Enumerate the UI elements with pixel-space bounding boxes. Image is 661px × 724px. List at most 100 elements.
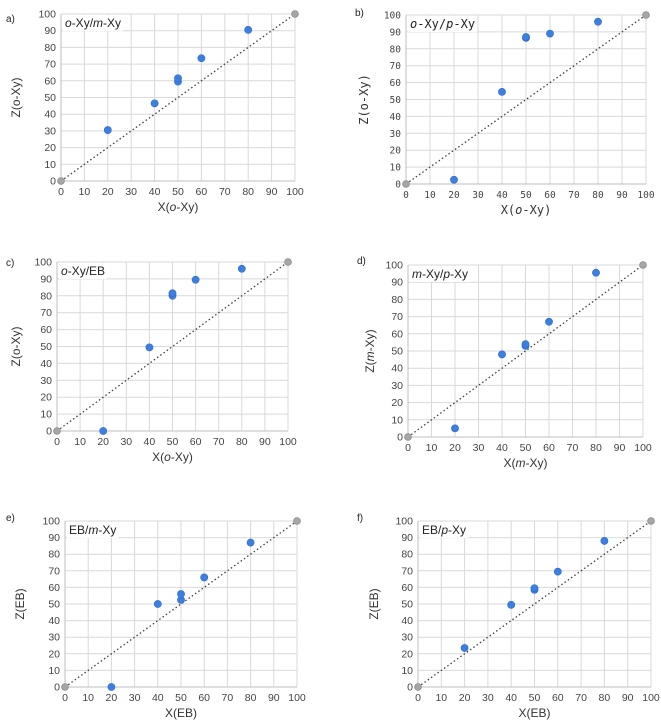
x-tick-label: 80	[245, 692, 257, 704]
x-tick-label: 60	[552, 692, 564, 704]
panel-title-part: p	[445, 17, 453, 31]
data-point	[546, 29, 554, 38]
diagonal-endpoint	[57, 177, 65, 185]
x-tick-label: 40	[152, 692, 164, 704]
x-tick-label: 100	[286, 186, 304, 198]
x-tick-label: 60	[190, 436, 202, 448]
x-tick-label: 0	[54, 436, 60, 448]
y-tick-label: 100	[385, 260, 403, 272]
x-tick-label: 30	[472, 190, 484, 201]
x-axis-label-part: o	[170, 200, 177, 214]
y-tick-label: 40	[48, 615, 60, 627]
title-background	[410, 266, 471, 282]
x-tick-label: 40	[149, 186, 161, 198]
data-point	[237, 264, 246, 273]
x-axis-label-part: X(	[504, 456, 516, 470]
data-point	[145, 343, 154, 352]
panel-title-part: -Xy	[103, 16, 121, 30]
y-tick-label: 70	[390, 61, 402, 72]
chart-panel-3: c) 00 10 10 20 20 30 30 40 40 50 50 60 60 70 70 80 80 90 90…	[6, 257, 297, 465]
panel-title-part: m	[88, 523, 98, 537]
y-tick-label: 30	[390, 129, 402, 140]
x-tick-label: 90	[268, 692, 280, 704]
x-tick-label: 10	[79, 186, 91, 198]
y-tick-label: 90	[40, 273, 52, 285]
x-tick-label: 10	[82, 692, 94, 704]
title-background	[67, 522, 119, 538]
y-tick-label: 80	[44, 42, 56, 54]
y-tick-label: 100	[384, 11, 401, 22]
y-axis-label: Z(o-Xy)	[357, 74, 371, 125]
y-tick-label: 70	[40, 307, 52, 319]
y-tick-label: 30	[44, 125, 56, 137]
y-axis-label: Z(o-Xy)	[9, 327, 23, 367]
y-tick-label: 80	[391, 294, 403, 306]
y-tick-label: 70	[48, 565, 60, 577]
diagonal-line	[405, 14, 647, 185]
x-tick-label: 80	[590, 442, 602, 454]
y-axis-label-part: Z(EB)	[13, 588, 27, 619]
x-tick-label: 60	[544, 190, 556, 201]
y-tick-label: 10	[40, 409, 52, 421]
y-tick-label: 30	[391, 380, 403, 392]
data-point	[507, 600, 516, 609]
x-axis-label-part: -Xy)	[526, 456, 548, 470]
x-tick-label: 70	[575, 692, 587, 704]
x-tick-label: 30	[125, 186, 137, 198]
x-tick-label: 20	[459, 692, 471, 704]
x-tick-label: 80	[599, 692, 611, 704]
panel-title-part: -Xy/	[417, 17, 446, 31]
x-tick-label: 80	[592, 190, 604, 201]
y-tick-label: 50	[48, 599, 60, 611]
x-tick-label: 10	[424, 190, 436, 201]
diagonal-endpoint	[404, 433, 412, 441]
panel-title-part: -Xy/	[422, 267, 444, 281]
x-axis-label: X(o-Xy)	[152, 450, 193, 464]
panel-title: o-Xy/m-Xy	[65, 16, 121, 30]
x-tick-label: 90	[266, 186, 278, 198]
x-tick-label: 50	[520, 190, 532, 201]
chart-panel-1: a) 00 10 10 20 20 30 30 40 40 50 50 60 60 70 70 80 80 90 90…	[6, 9, 304, 215]
y-tick-label: 50	[401, 599, 413, 611]
panel-title: EB/m-Xy	[69, 523, 116, 537]
data-point	[594, 17, 602, 26]
y-tick-label: 0	[50, 176, 56, 188]
diagonal-endpoint	[414, 683, 422, 691]
x-tick-label: 70	[567, 442, 579, 454]
y-tick-label: 30	[48, 632, 60, 644]
data-point	[450, 175, 458, 184]
y-tick-label: 30	[40, 375, 52, 387]
data-point	[153, 600, 162, 608]
y-tick-label: 70	[401, 565, 413, 577]
title-background	[408, 16, 478, 32]
y-tick-label: 40	[390, 112, 402, 123]
x-tick-label: 50	[520, 442, 532, 454]
panel-title-part: EB/	[69, 523, 89, 537]
x-axis-label-part: o	[164, 450, 171, 464]
diagonal-endpoint	[402, 180, 410, 188]
y-tick-label: 60	[40, 324, 52, 336]
panel-title: o-Xy/p-Xy	[410, 17, 475, 31]
y-tick-label: 90	[390, 27, 402, 38]
title-background	[59, 263, 108, 279]
x-tick-label: 70	[219, 186, 231, 198]
panel-letter: c)	[6, 258, 14, 269]
x-tick-label: 0	[62, 692, 68, 704]
y-axis-label-part: Z(EB)	[367, 588, 381, 619]
y-tick-label: 40	[391, 363, 403, 375]
x-tick-label: 30	[482, 692, 494, 704]
y-tick-label: 40	[401, 615, 413, 627]
y-axis-label-part: Z(	[363, 361, 377, 372]
x-tick-label: 90	[614, 442, 626, 454]
x-tick-label: 100	[642, 692, 660, 704]
y-axis-label: Z(EB)	[367, 588, 381, 619]
x-tick-label: 10	[435, 692, 447, 704]
x-tick-label: 20	[97, 436, 109, 448]
data-point	[246, 538, 255, 547]
chart-panel-4: d) 00 10 10 20 20 30 30 40 40 50 50 60 60 70 70 80 80 90 90…	[357, 256, 652, 470]
x-axis-label-part: X(EB)	[518, 706, 550, 720]
x-tick-label: 90	[616, 190, 628, 201]
y-tick-label: 40	[40, 358, 52, 370]
x-tick-label: 40	[144, 436, 156, 448]
